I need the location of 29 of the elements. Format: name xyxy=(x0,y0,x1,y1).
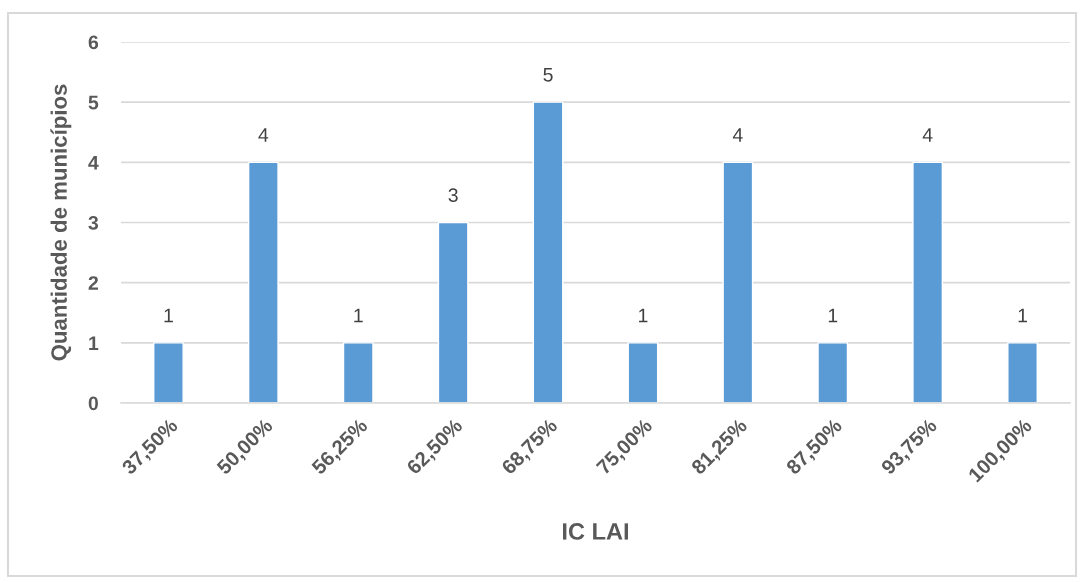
x-axis-title: IC LAI xyxy=(562,523,629,540)
data-label: 1 xyxy=(639,308,648,323)
bar xyxy=(722,161,754,403)
bar xyxy=(532,101,564,403)
bar xyxy=(627,342,659,403)
bar xyxy=(247,161,279,403)
y-tick-label: 0 xyxy=(88,396,98,411)
bar xyxy=(817,342,849,403)
data-label: 1 xyxy=(828,308,838,323)
y-tick-label: 1 xyxy=(89,336,99,350)
y-tick-label: 6 xyxy=(88,35,99,50)
y-tick-label: 2 xyxy=(88,276,98,290)
y-tick-label: 5 xyxy=(88,95,99,110)
data-label: 1 xyxy=(1018,308,1028,323)
y-axis-title: Quantidade de municípios xyxy=(50,84,72,361)
data-label: 4 xyxy=(258,128,269,142)
data-label: 1 xyxy=(354,308,363,323)
bar xyxy=(342,342,374,403)
bar xyxy=(437,221,469,403)
bar xyxy=(1007,342,1038,403)
data-label: 5 xyxy=(543,68,553,82)
bar xyxy=(153,342,184,403)
y-tick-label: 3 xyxy=(88,215,99,230)
data-label: 4 xyxy=(922,128,933,142)
bar xyxy=(912,161,944,403)
y-tick-label: 4 xyxy=(88,156,99,170)
data-label: 4 xyxy=(732,128,743,142)
data-label: 3 xyxy=(448,188,458,202)
data-label: 1 xyxy=(164,308,173,323)
